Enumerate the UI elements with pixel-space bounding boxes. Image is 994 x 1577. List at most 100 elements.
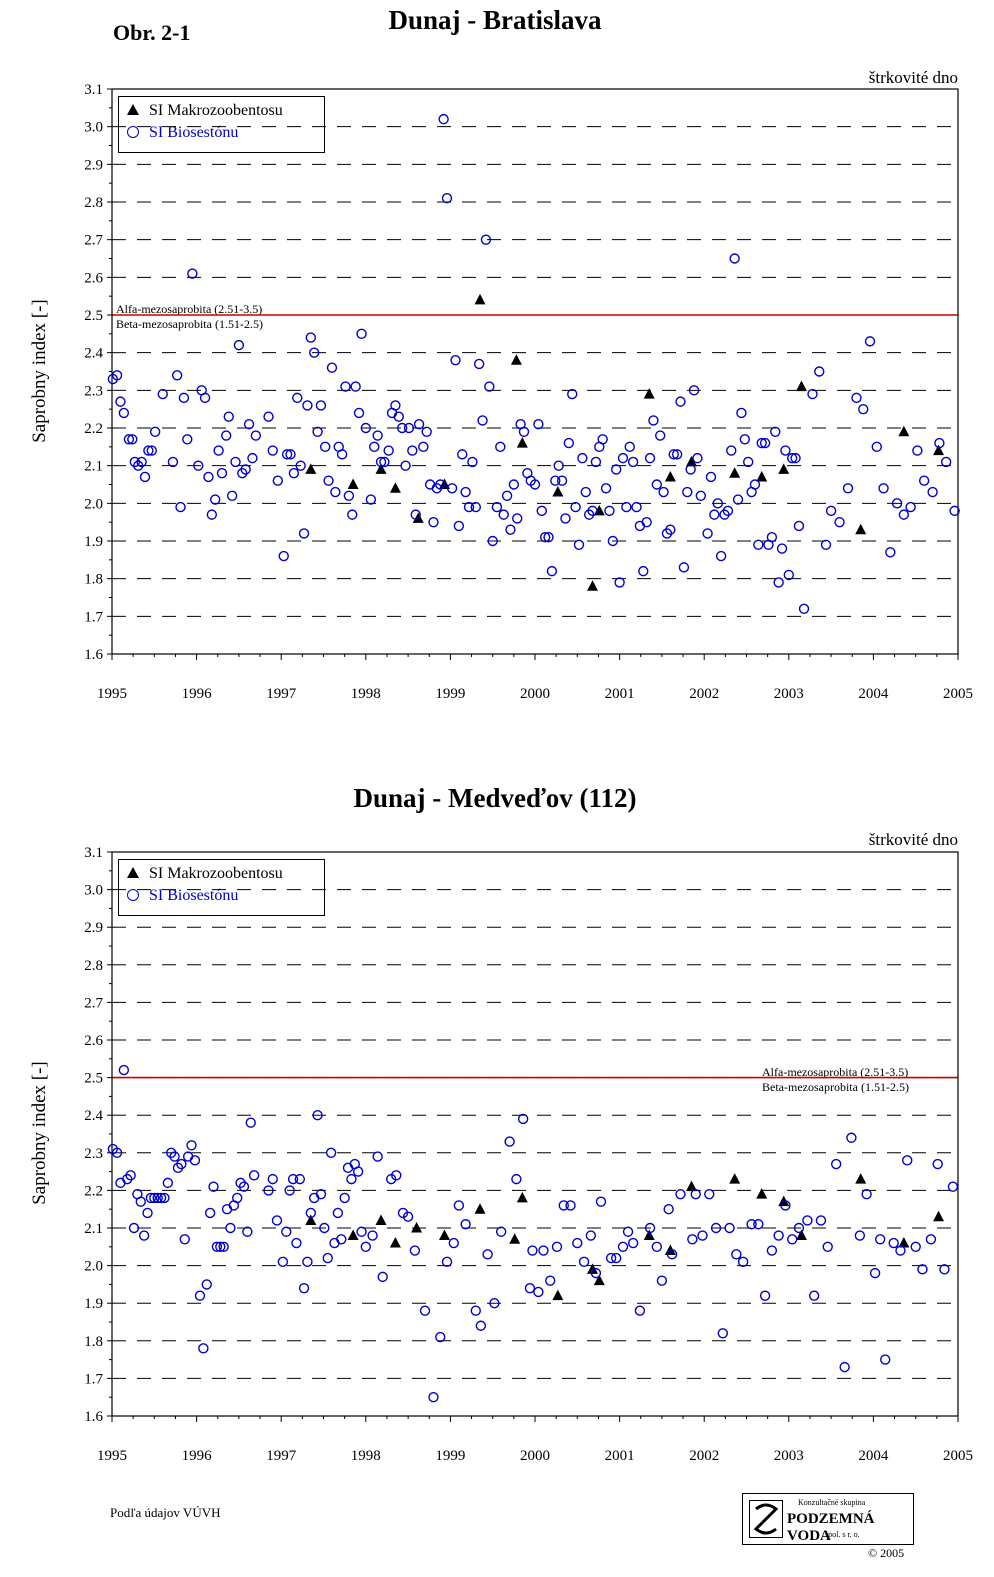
bioseston-point: [793, 520, 805, 532]
bioseston-point: [869, 1267, 881, 1279]
bioseston-point: [912, 445, 923, 456]
bioseston-point: [470, 1305, 481, 1316]
bioseston-point: [377, 1271, 388, 1283]
y-tick-label: 2.5: [84, 308, 103, 324]
bioseston-point: [651, 1241, 663, 1253]
bioseston-point: [225, 1222, 236, 1234]
bioseston-point: [383, 445, 394, 456]
bioseston-point: [428, 516, 439, 528]
bioseston-point: [308, 347, 320, 358]
bioseston-point: [878, 483, 889, 494]
y-tick-label: 1.9: [84, 1296, 103, 1312]
bioseston-point: [753, 1219, 764, 1230]
makrozoobentos-point: [412, 512, 424, 523]
bioseston-point: [176, 1158, 187, 1170]
bioseston-point: [538, 1245, 549, 1256]
makrozoobentos-point: [516, 1191, 528, 1203]
bioseston-point: [600, 483, 612, 494]
x-tick-label: 1996: [182, 1448, 213, 1464]
bioseston-point: [193, 460, 204, 471]
bioseston-point: [482, 1249, 493, 1260]
chart-2-legend: SI Makrozoobentosu SI Biosestónu: [118, 859, 325, 916]
bioseston-point: [118, 407, 130, 419]
bioseston-point: [495, 1226, 507, 1237]
makrozoobentos-point: [375, 1214, 387, 1225]
bioseston-point: [839, 1361, 850, 1373]
y-tick-label: 2.4: [84, 346, 103, 362]
bioseston-point: [949, 505, 960, 517]
bioseston-point: [263, 411, 274, 422]
makrozoobentos-point: [756, 470, 768, 482]
bioseston-point: [820, 539, 832, 550]
makrozoobentos-point: [795, 380, 807, 392]
y-tick-label: 2.0: [84, 496, 103, 512]
bioseston-point: [145, 1192, 157, 1204]
bioseston-point: [448, 1237, 459, 1249]
bioseston-point: [732, 494, 744, 505]
bioseston-point: [854, 1230, 866, 1241]
bioseston-point: [312, 426, 323, 437]
bioseston-point: [450, 355, 461, 366]
bioseston-point: [418, 441, 429, 453]
bioseston-point: [539, 532, 551, 543]
makrozoobentos-point: [510, 354, 522, 365]
bioseston-point: [336, 1234, 347, 1245]
bioseston-point: [322, 1252, 333, 1264]
bioseston-point: [675, 396, 686, 407]
bioseston-point: [367, 1230, 378, 1241]
bioseston-point: [533, 419, 544, 430]
legend-label: SI Makrozoobentosu: [149, 865, 283, 882]
bioseston-point: [272, 475, 284, 486]
makrozoobentos-point: [898, 1237, 910, 1248]
bioseston-point: [671, 449, 683, 460]
y-tick-label: 2.6: [84, 270, 103, 286]
bioseston-point: [685, 464, 696, 475]
x-tick-label: 2004: [858, 1448, 889, 1464]
bioseston-point: [221, 1203, 233, 1215]
bioseston-point: [356, 328, 367, 340]
bioseston-point: [830, 1158, 842, 1170]
bioseston-point: [477, 415, 488, 426]
bioseston-point: [223, 411, 234, 422]
bioseston-point: [157, 388, 168, 400]
bioseston-point: [484, 381, 495, 392]
bioseston-point: [773, 577, 784, 588]
bioseston-point: [410, 509, 421, 520]
bioseston-point: [438, 113, 449, 125]
bioseston-point: [617, 452, 629, 464]
bioseston-point: [871, 441, 882, 453]
bioseston-point: [934, 437, 945, 449]
bioseston-point: [400, 460, 411, 471]
makrozoobentos-point: [552, 1289, 564, 1301]
logo-line1: Konzultačné skupina: [798, 1498, 866, 1507]
bioseston-point: [529, 479, 541, 490]
x-tick-label: 2003: [774, 1448, 804, 1464]
x-tick-label: 1995: [97, 686, 127, 702]
makrozoobentos-point: [855, 1173, 867, 1184]
bioseston-point: [213, 445, 224, 456]
bioseston-point: [825, 505, 837, 517]
makrozoobentos-point: [305, 463, 317, 474]
x-tick-label: 2001: [605, 1448, 635, 1464]
bioseston-point: [753, 539, 764, 550]
circle-marker-icon: [127, 126, 139, 138]
bioseston-point: [267, 1173, 278, 1185]
bioseston-point: [648, 415, 659, 426]
bioseston-point: [182, 434, 193, 445]
bioseston-point: [697, 1230, 708, 1241]
bioseston-point: [780, 445, 791, 456]
bioseston-point: [918, 475, 930, 486]
bioseston-point: [624, 441, 635, 453]
y-tick-label: 1.8: [84, 1334, 103, 1350]
makrozoobentos-point: [778, 463, 790, 474]
chart-1-plot: 1.6 1.7 1.8 1.9 2.0 2.1 2.2 2.3 2.4 2.5 2.6 2.7 2.8 2…: [84, 82, 973, 702]
makrozoobentos-point: [552, 486, 564, 497]
bioseston-point: [577, 452, 588, 464]
x-tick-label: 1998: [351, 1448, 381, 1464]
y-tick-label: 2.8: [84, 958, 103, 974]
circle-marker-icon: [127, 889, 139, 901]
bioseston-point: [263, 1185, 274, 1196]
bioseston-point: [292, 392, 303, 404]
bioseston-point: [343, 490, 355, 501]
bioseston-point: [298, 1282, 310, 1294]
